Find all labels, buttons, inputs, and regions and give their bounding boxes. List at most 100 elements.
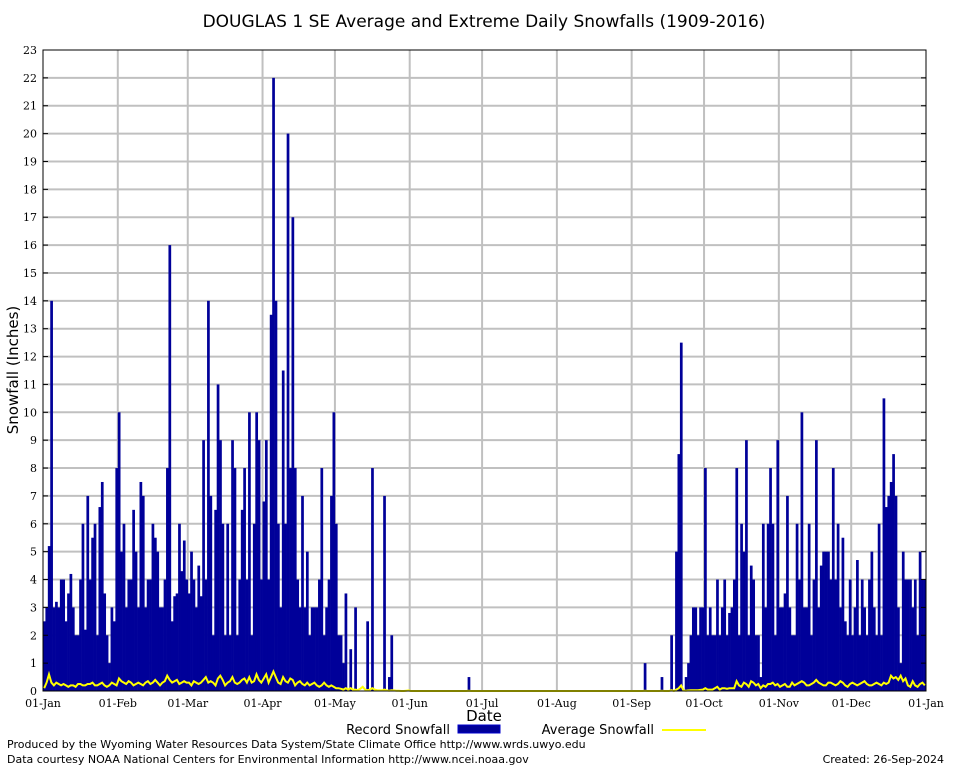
- record-bar: [366, 621, 369, 691]
- footer-credit-1: Produced by the Wyoming Water Resources …: [7, 738, 586, 751]
- record-bar: [144, 607, 148, 691]
- record-bar: [752, 579, 756, 691]
- record-bar: [834, 579, 838, 691]
- x-tick-label: 01-May: [314, 697, 357, 710]
- record-bar: [202, 440, 205, 691]
- record-bar: [800, 412, 804, 691]
- record-bar: [354, 607, 357, 691]
- record-bar: [187, 593, 191, 691]
- record-bar: [180, 571, 184, 691]
- record-bar: [45, 607, 49, 691]
- x-tick-label: 01-Apr: [244, 697, 283, 710]
- x-tick-label: 01-Jan: [908, 697, 944, 710]
- record-bar: [286, 133, 290, 691]
- record-bar: [815, 440, 818, 691]
- record-bar: [810, 635, 813, 691]
- record-bar: [190, 551, 193, 691]
- record-bar: [745, 440, 748, 691]
- record-bar: [783, 593, 787, 691]
- legend-average-label: Average Snowfall: [542, 723, 654, 738]
- record-bar: [257, 440, 261, 691]
- record-bar: [303, 607, 307, 691]
- record-bar: [660, 677, 664, 691]
- record-bar: [897, 607, 900, 691]
- record-bar: [182, 540, 186, 691]
- record-bar: [301, 495, 304, 691]
- record-bar: [149, 579, 152, 691]
- y-tick-label: 23: [23, 44, 37, 57]
- record-bar: [913, 579, 917, 691]
- record-bar: [117, 412, 121, 691]
- record-bar: [732, 579, 736, 691]
- record-bar: [161, 607, 164, 691]
- record-bar: [252, 523, 256, 691]
- record-bar: [798, 579, 801, 691]
- record-bar: [264, 440, 268, 691]
- record-bar: [390, 635, 394, 691]
- record-bar: [918, 551, 922, 691]
- record-bar: [207, 300, 210, 691]
- y-tick-label: 18: [23, 183, 37, 196]
- record-bar: [771, 523, 775, 691]
- record-bar: [74, 635, 78, 691]
- y-tick-label: 2: [30, 629, 37, 642]
- record-bar: [64, 621, 68, 691]
- record-bar: [875, 635, 879, 691]
- record-bar: [856, 560, 859, 691]
- record-bar: [293, 468, 297, 691]
- record-bar: [730, 607, 734, 691]
- record-bar: [742, 551, 746, 691]
- y-tick-label: 19: [23, 155, 37, 168]
- record-bar: [248, 412, 251, 691]
- record-bar: [277, 523, 280, 691]
- record-bar: [120, 551, 123, 691]
- record-bar: [684, 677, 688, 691]
- record-bar: [226, 523, 230, 691]
- record-bar: [802, 607, 806, 691]
- record-bar: [243, 468, 246, 691]
- record-bar: [93, 523, 97, 691]
- record-bar: [718, 635, 722, 691]
- record-bar: [115, 468, 119, 691]
- legend: Record Snowfall Average Snowfall: [346, 723, 706, 738]
- record-bar: [846, 635, 850, 691]
- record-bar: [817, 607, 821, 691]
- record-bar: [320, 468, 324, 691]
- record-bar: [156, 551, 160, 691]
- record-bar: [55, 601, 58, 691]
- x-tick-label: 01-Dec: [832, 697, 871, 710]
- record-bar: [889, 481, 893, 691]
- record-bar: [221, 523, 225, 691]
- record-bar: [887, 495, 891, 691]
- x-axis-label: Date: [466, 707, 502, 725]
- record-bar: [216, 384, 220, 691]
- record-bar: [643, 663, 647, 691]
- record-bar: [699, 607, 702, 691]
- record-bar: [315, 607, 319, 691]
- record-bar: [127, 579, 131, 691]
- record-bar: [100, 481, 104, 691]
- y-tick-label: 4: [30, 574, 37, 587]
- record-bar: [670, 635, 673, 691]
- record-bar: [841, 537, 845, 691]
- record-bar: [805, 607, 809, 691]
- record-bar: [387, 677, 391, 691]
- record-bar: [211, 635, 215, 691]
- record-bar: [255, 412, 259, 691]
- record-bar: [339, 635, 343, 691]
- record-bar: [151, 523, 155, 691]
- record-bar: [776, 440, 780, 691]
- y-tick-label: 10: [23, 406, 37, 419]
- record-bar: [904, 579, 907, 691]
- record-bar: [901, 551, 905, 691]
- y-tick-label: 22: [23, 72, 37, 85]
- legend-record-swatch: [457, 724, 501, 734]
- y-tick-label: 16: [23, 239, 37, 252]
- record-bar: [781, 607, 784, 691]
- record-bar: [305, 551, 309, 691]
- record-bar: [872, 607, 876, 691]
- record-bar: [708, 607, 712, 691]
- record-bar: [185, 579, 189, 691]
- record-bar: [228, 635, 232, 691]
- record-bar: [720, 607, 724, 691]
